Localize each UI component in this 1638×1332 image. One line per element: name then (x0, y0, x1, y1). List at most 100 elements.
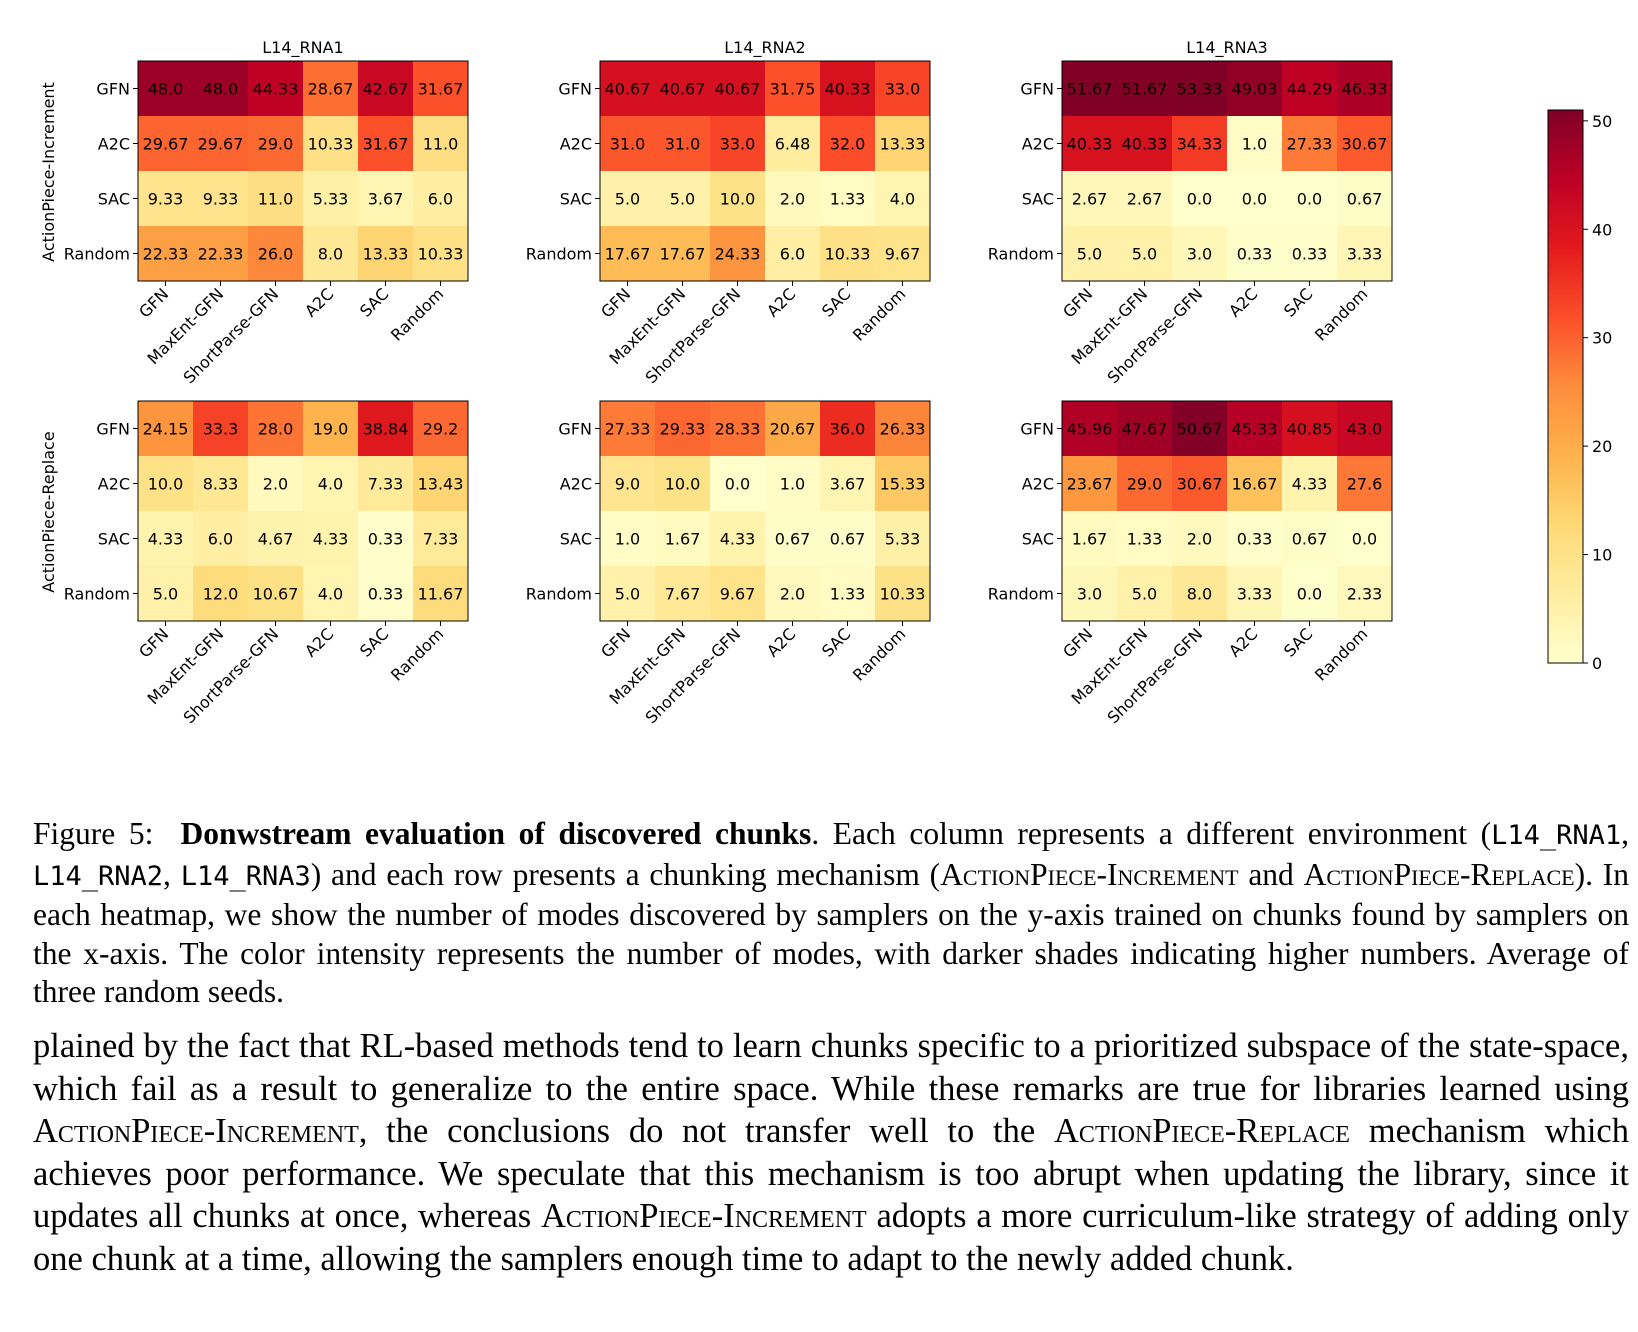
cell-value-label: 8.0 (318, 245, 343, 264)
heatmap-cell (1227, 566, 1283, 622)
y-tick-label: GFN (96, 80, 130, 99)
cell-value-label: 4.0 (890, 190, 915, 209)
cell-value-label: 2.0 (780, 585, 805, 604)
heatmap-cell (710, 456, 766, 512)
cell-value-label: 29.0 (258, 135, 294, 154)
heatmap-cell (1282, 226, 1338, 282)
heatmap-cell (138, 456, 194, 512)
cell-value-label: 38.84 (363, 420, 409, 439)
heatmap-cell (710, 566, 766, 622)
colorbar-tick-label: 30 (1592, 329, 1612, 348)
cell-value-label: 5.0 (615, 585, 640, 604)
y-tick-label: GFN (96, 420, 130, 439)
cell-value-label: 31.0 (610, 135, 646, 154)
y-tick-label: A2C (98, 475, 130, 494)
cell-value-label: 5.0 (1077, 245, 1102, 264)
x-tick-label: GFN (1059, 284, 1096, 321)
y-tick-label: SAC (560, 190, 592, 209)
heatmap-cell (1117, 226, 1173, 282)
cell-value-label: 36.0 (830, 420, 866, 439)
cell-value-label: 40.67 (605, 80, 651, 99)
cell-value-label: 29.2 (423, 420, 459, 439)
x-tick-label: ShortParse-GFN (180, 624, 283, 727)
cell-value-label: 6.0 (428, 190, 453, 209)
cell-value-label: 0.67 (1292, 530, 1328, 549)
heatmap-cell (248, 401, 304, 457)
y-tick-label: GFN (558, 420, 592, 439)
cell-value-label: 28.67 (308, 80, 354, 99)
y-tick-label: A2C (560, 135, 592, 154)
cell-value-label: 23.67 (1067, 475, 1113, 494)
cell-value-label: 26.33 (880, 420, 926, 439)
y-tick-label: SAC (98, 530, 130, 549)
heatmap-cell (820, 61, 876, 117)
cell-value-label: 0.0 (1297, 585, 1322, 604)
x-tick-label: A2C (301, 624, 337, 660)
caption-env-1: L14_RNA1 (1491, 820, 1622, 851)
heatmap-cell (248, 61, 304, 117)
heatmap-cell (303, 226, 359, 282)
x-tick-label: SAC (818, 284, 854, 320)
row-group-label-replace: ActionPiece-Replace (39, 431, 58, 592)
cell-value-label: 13.33 (880, 135, 926, 154)
heatmap-cell (765, 456, 821, 512)
heatmap-cell (875, 456, 931, 512)
caption-mech-2: ActionPiece-Replace (1303, 856, 1575, 892)
heatmap-cell (600, 566, 656, 622)
heatmap-cell (600, 511, 656, 567)
heatmap-cell (1337, 456, 1393, 512)
cell-value-label: 44.33 (253, 80, 299, 99)
heatmap-cell (600, 456, 656, 512)
heatmap-cell (138, 511, 194, 567)
heatmap-cell (655, 511, 711, 567)
x-tick-label: Random (849, 284, 909, 344)
y-tick-label: Random (526, 245, 592, 264)
cell-value-label: 5.0 (1132, 245, 1157, 264)
colorbar-tick-label: 0 (1592, 654, 1602, 673)
cell-value-label: 51.67 (1067, 80, 1113, 99)
heatmap-cell (875, 401, 931, 457)
heatmap-cell (303, 116, 359, 172)
body-mech-3: ActionPiece-Increment (540, 1197, 867, 1235)
cell-value-label: 8.0 (1187, 585, 1212, 604)
heatmap-cell (413, 511, 469, 567)
cell-value-label: 29.67 (143, 135, 189, 154)
cell-value-label: 0.33 (1292, 245, 1328, 264)
heatmap-cell (1062, 401, 1118, 457)
cell-value-label: 11.67 (418, 585, 464, 604)
cell-value-label: 4.33 (1292, 475, 1328, 494)
heatmap-panel: 45.96 47.67 50.67 45.33 40.85 43.0 23.67 29.0 30… (988, 400, 1393, 727)
heatmap-cell (1117, 171, 1173, 227)
cell-value-label: 4.0 (318, 475, 343, 494)
heatmap-cell (710, 116, 766, 172)
cell-value-label: 53.33 (1177, 80, 1223, 99)
cell-value-label: 33.0 (885, 80, 921, 99)
cell-value-label: 11.0 (423, 135, 459, 154)
y-tick-label: Random (64, 245, 130, 264)
heatmap-cell (765, 401, 821, 457)
x-tick-label: ShortParse-GFN (1104, 284, 1207, 387)
panel-frame (137, 400, 469, 622)
heatmap-cell (303, 566, 359, 622)
heatmap-cell (303, 171, 359, 227)
cell-value-label: 31.0 (665, 135, 701, 154)
cell-value-label: 22.33 (143, 245, 189, 264)
cell-value-label: 28.33 (715, 420, 761, 439)
heatmap-cell (1227, 116, 1283, 172)
cell-value-label: 9.0 (615, 475, 640, 494)
cell-value-label: 30.67 (1177, 475, 1223, 494)
cell-value-label: 2.0 (263, 475, 288, 494)
heatmap-cell (1062, 456, 1118, 512)
cell-value-label: 28.0 (258, 420, 294, 439)
cell-value-label: 6.0 (780, 245, 805, 264)
cell-value-label: 8.33 (203, 475, 239, 494)
panel-frame (137, 60, 469, 282)
heatmap-cell (765, 116, 821, 172)
heatmap-cell (193, 456, 249, 512)
x-tick-label: ShortParse-GFN (180, 284, 283, 387)
heatmap-cell (193, 401, 249, 457)
cell-value-label: 0.33 (368, 585, 404, 604)
cell-value-label: 40.33 (825, 80, 871, 99)
cell-value-label: 5.0 (670, 190, 695, 209)
caption-text-3: and (1238, 856, 1304, 892)
